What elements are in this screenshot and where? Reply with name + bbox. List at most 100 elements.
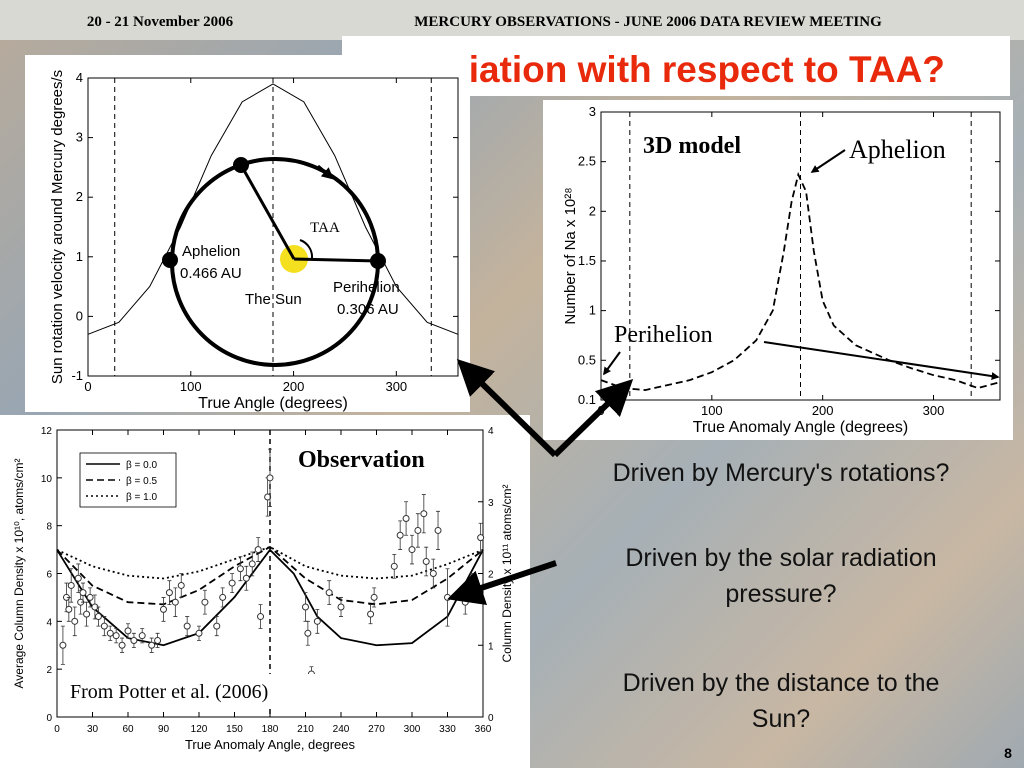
planet	[162, 252, 178, 268]
model-label: 3D model	[643, 133, 741, 159]
observation-point	[266, 474, 274, 482]
observation-point	[130, 636, 138, 644]
observation-label: Observation	[298, 447, 425, 473]
observation-point	[195, 629, 203, 637]
source-label: From Potter et al. (2006)	[70, 681, 268, 703]
x-tick-label: 90	[158, 724, 170, 735]
header-date: 20 - 21 November 2006	[87, 14, 234, 30]
observation-point	[112, 632, 120, 640]
observation-point	[264, 493, 272, 501]
observation-point	[422, 558, 430, 566]
x-tick-label: 30	[87, 724, 99, 735]
legend-label: β = 1.0	[126, 492, 157, 503]
y2-tick-label: 0	[488, 713, 494, 724]
observation-point	[59, 641, 67, 649]
x-tick-label: 360	[475, 724, 492, 735]
observation-point	[228, 579, 236, 587]
observation-point	[213, 622, 221, 630]
observation-point	[236, 565, 244, 573]
y2-tick-label: 4	[488, 426, 494, 437]
question-line: Sun?	[751, 705, 811, 733]
perihelion-annotation: Perihelion	[614, 322, 713, 348]
y-tick-label: 6	[46, 570, 52, 581]
pointer-arrow	[456, 358, 558, 458]
y2-tick-label: 1	[488, 641, 494, 652]
pointer-arrow	[447, 560, 557, 605]
y-tick-label: 8	[46, 522, 52, 533]
x-tick-label: 330	[439, 724, 456, 735]
source-box	[64, 674, 354, 706]
page-number: 8	[1004, 745, 1012, 761]
observation-point	[71, 617, 79, 625]
observation-point	[337, 603, 345, 611]
y-tick-label: 2.5	[578, 154, 596, 169]
observation-point	[302, 603, 309, 611]
y-tick-label: 0.5	[578, 352, 596, 367]
observation-point	[86, 593, 94, 601]
sun-label: The Sun	[245, 291, 302, 308]
observation-point	[414, 526, 422, 534]
question-line: Driven by the solar radiation	[625, 544, 937, 572]
observation-point	[396, 531, 404, 539]
x-axis-label: True Angle (degrees)	[198, 395, 348, 412]
observation-point	[461, 598, 469, 606]
question-line: Driven by Mercury's rotations?	[612, 459, 950, 487]
observation-point	[201, 598, 209, 606]
observation-point	[444, 593, 451, 601]
radius	[239, 164, 296, 260]
y2-axis-label: Column Density x 10¹¹ atoms/cm²	[500, 484, 514, 662]
y-tick-label: 3	[76, 130, 83, 145]
y-axis-label: Average Column Density x 10¹⁰, atoms/cm²	[12, 458, 26, 688]
x-tick-label: 270	[368, 724, 385, 735]
y2-tick-label: 3	[488, 498, 494, 509]
y-axis-label: Sun rotation velocity around Mercury deg…	[49, 70, 66, 384]
x-tick-label: 300	[923, 403, 945, 418]
x-tick-label: 300	[404, 724, 421, 735]
x-tick-label: 100	[701, 403, 723, 418]
x-tick-label: 210	[297, 724, 314, 735]
taa-arc	[299, 239, 314, 259]
y2-tick-label: 2	[488, 570, 494, 581]
observation-point	[183, 622, 191, 630]
y-tick-label: 1	[589, 303, 596, 318]
legend-box	[79, 452, 177, 508]
x-tick-label: 240	[333, 724, 350, 735]
observation-point	[254, 546, 262, 554]
pointer-arrow	[552, 378, 634, 458]
data-line	[56, 545, 484, 580]
question: Driven by Mercury's rotations?	[548, 455, 1014, 491]
observation-point	[148, 641, 156, 649]
radius	[293, 257, 379, 263]
y-tick-label: 1	[76, 249, 83, 264]
x-tick-label: 200	[812, 403, 834, 418]
data-line	[56, 545, 484, 606]
x-tick-label: 180	[262, 724, 279, 735]
x-tick-label: 100	[180, 379, 202, 394]
slide-title: Variation with respect to TAA?	[411, 49, 945, 90]
y-tick-label: 4	[46, 617, 52, 628]
observation-point	[83, 610, 91, 618]
y-axis-label: Number of Na x 10²⁸	[562, 187, 579, 324]
observation-point	[74, 574, 82, 582]
observation-point	[100, 622, 108, 630]
x-tick-label: 0	[84, 379, 91, 394]
aphelion-annotation: Aphelion	[849, 135, 946, 164]
question: Driven by the solar radiation pressure?	[548, 540, 1014, 612]
y-tick-label: 12	[41, 426, 53, 437]
header-meeting: MERCURY OBSERVATIONS - JUNE 2006 DATA RE…	[414, 14, 882, 30]
annotation-arrow	[603, 351, 621, 376]
legend-label: β = 0.5	[126, 476, 157, 487]
observation-point	[390, 562, 398, 570]
observation-point	[429, 570, 437, 577]
y-tick-label: 3	[589, 104, 596, 119]
question-line: pressure?	[725, 580, 837, 608]
observation-point	[177, 581, 185, 589]
legend-label: β = 0.0	[126, 460, 157, 471]
observation-point	[65, 605, 73, 613]
y-tick-label: 0	[46, 713, 52, 724]
perihelion-label: Perihelion	[333, 279, 400, 296]
